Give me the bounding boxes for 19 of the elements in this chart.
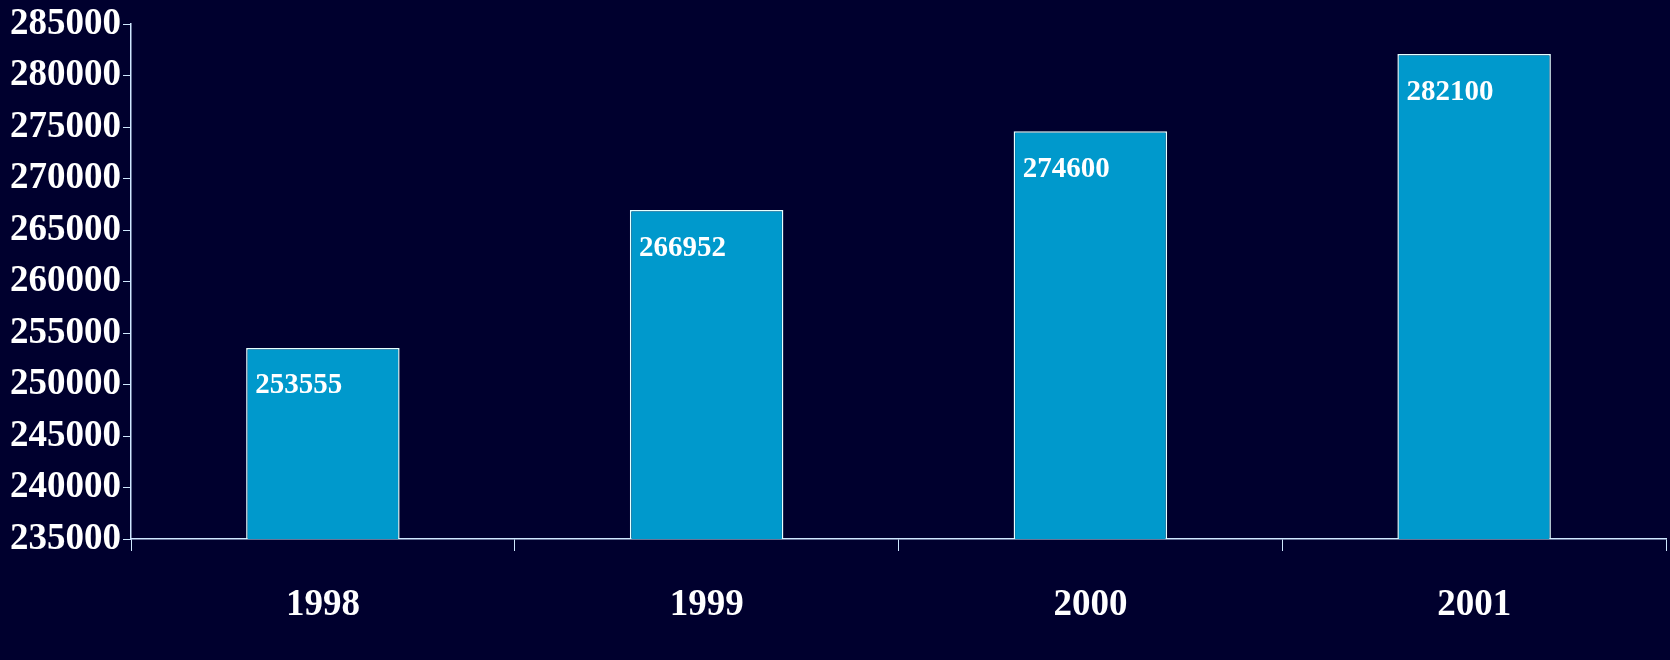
y-tick-label: 240000 [10, 464, 121, 506]
data-label: 253555 [255, 367, 343, 400]
y-tick-label: 280000 [10, 52, 121, 94]
y-tick-label: 250000 [10, 361, 121, 403]
y-tick-label: 285000 [10, 0, 121, 42]
x-tick-label: 2000 [1053, 582, 1128, 624]
y-tick-label: 270000 [10, 155, 121, 197]
y-tick-label: 265000 [10, 206, 121, 248]
data-label: 266952 [638, 229, 726, 262]
y-tick-label: 255000 [10, 309, 121, 351]
y-tick-label: 245000 [10, 412, 121, 454]
y-tick-label: 235000 [10, 515, 121, 557]
data-label: 282100 [1406, 73, 1494, 106]
x-tick-label: 1998 [285, 582, 360, 624]
x-tick-label: 1999 [669, 582, 744, 624]
data-label: 274600 [1022, 150, 1110, 183]
y-tick-label: 275000 [10, 103, 121, 145]
x-tick-label: 2001 [1437, 582, 1512, 624]
y-tick-label: 260000 [10, 258, 121, 300]
